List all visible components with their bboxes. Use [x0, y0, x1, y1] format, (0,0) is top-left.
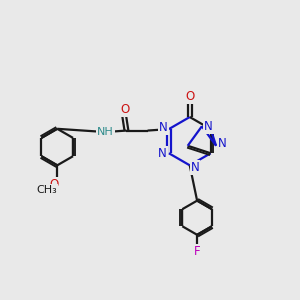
Text: CH₃: CH₃ [37, 185, 57, 195]
Text: O: O [185, 90, 194, 103]
Text: N: N [158, 147, 167, 160]
Text: O: O [50, 178, 59, 191]
Text: N: N [191, 161, 200, 174]
Text: N: N [159, 121, 168, 134]
Text: F: F [194, 245, 200, 258]
Text: NH: NH [97, 127, 114, 137]
Text: O: O [120, 103, 129, 116]
Text: N: N [204, 120, 213, 133]
Text: N: N [218, 137, 227, 150]
